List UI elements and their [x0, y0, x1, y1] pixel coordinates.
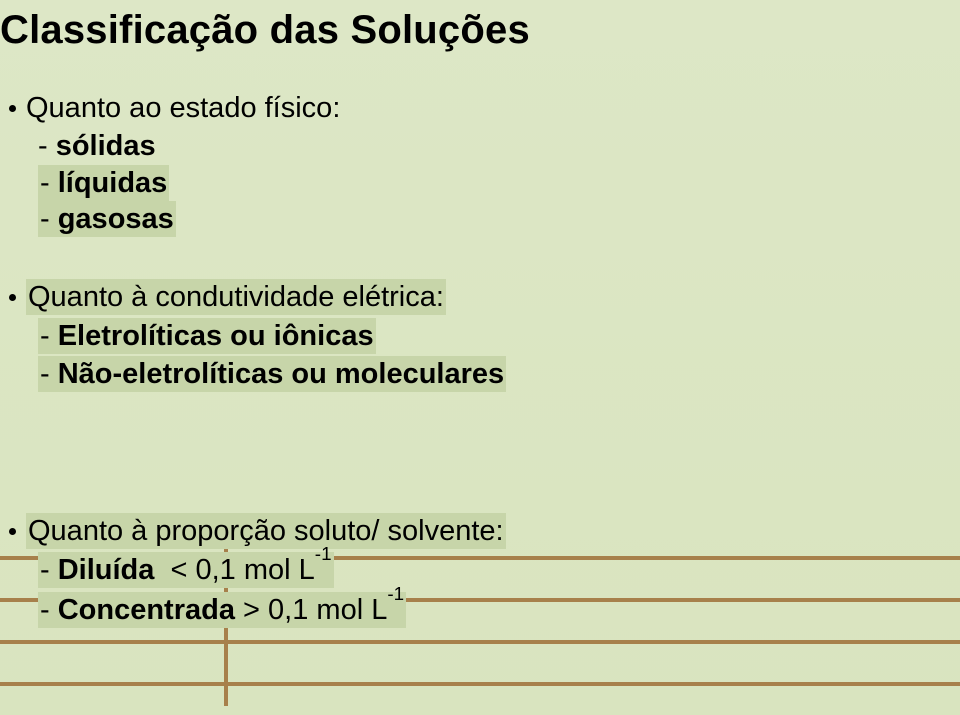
- bullet-dot-icon: [9, 528, 16, 535]
- section1-lead: Quanto ao estado físico:: [26, 90, 340, 126]
- section3-item-0: - Diluída < 0,1 mol L-1: [38, 549, 334, 590]
- slide-root: Classificação das Soluções Quanto ao est…: [0, 0, 960, 715]
- bullet-section-3: Quanto à proporção soluto/ solvente:: [9, 513, 506, 549]
- slide-title: Classificação das Soluções: [0, 8, 530, 53]
- section1-item-0: - sólidas: [38, 127, 156, 166]
- bullet-section-2: Quanto à condutividade elétrica:: [9, 279, 446, 315]
- section2-lead: Quanto à condutividade elétrica:: [26, 279, 446, 315]
- grid-horizontal-line: [0, 682, 960, 686]
- section2-item-1: - Não-eletrolíticas ou moleculares: [38, 355, 506, 394]
- section3-item-1: - Concentrada > 0,1 mol L-1: [38, 589, 406, 630]
- section1-item-2: - gasosas: [38, 200, 176, 239]
- section3-lead: Quanto à proporção soluto/ solvente:: [26, 513, 506, 549]
- bullet-dot-icon: [9, 294, 16, 301]
- bullet-section-1: Quanto ao estado físico:: [9, 90, 340, 126]
- section2-item-0: - Eletrolíticas ou iônicas: [38, 317, 376, 356]
- grid-horizontal-line: [0, 640, 960, 644]
- section1-item-1: - líquidas: [38, 164, 169, 203]
- bullet-dot-icon: [9, 105, 16, 112]
